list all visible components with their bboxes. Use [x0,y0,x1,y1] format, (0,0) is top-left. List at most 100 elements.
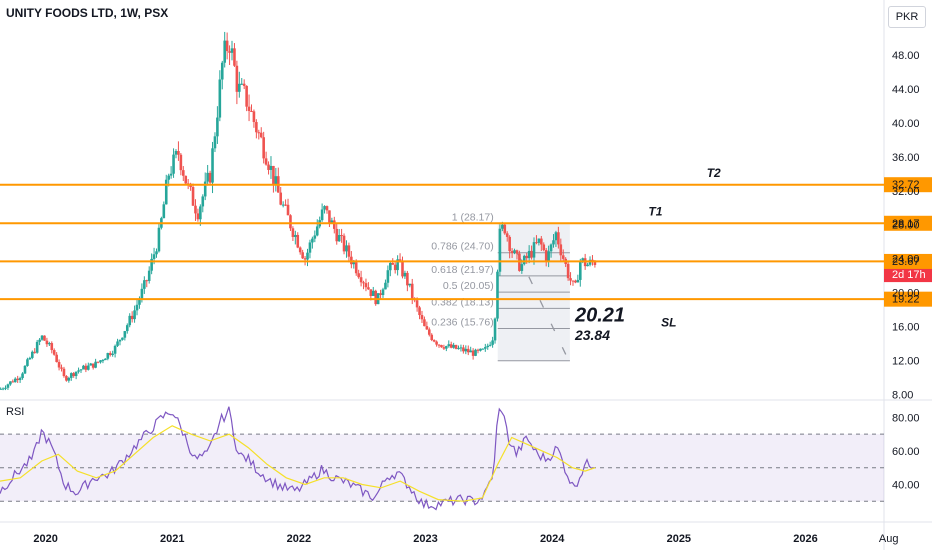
candle-body [337,235,341,242]
candle-body [496,271,499,319]
candle-body [547,251,550,262]
rsi-pane[interactable]: 40.00 60.00 80.00 [0,406,920,511]
candle-body [359,277,363,283]
candle-body [479,348,482,351]
candle-body [79,369,83,371]
candle-body [230,48,234,53]
candle-body [106,353,110,359]
candle-body [320,209,324,221]
level-badge-label: 28.17 [892,218,920,230]
currency-button[interactable]: PKR [888,6,926,28]
candle-body [333,220,336,229]
candle-body [357,273,360,278]
candle-body [130,315,134,320]
fib-level-label: 1 (28.17) [452,211,494,223]
level-badge[interactable] [884,215,932,231]
candle-body [213,136,217,149]
candle-body [145,280,149,282]
candle-body [55,354,58,363]
candle-body [74,371,78,377]
candle-body [169,173,173,176]
rsi-tick-label: 80.00 [892,412,920,424]
candle-body [525,255,529,259]
candle-body [96,361,100,363]
candle-body [484,347,487,349]
level-badge[interactable] [884,253,932,269]
candle-body [125,325,129,332]
candle-body [398,259,402,262]
rsi-title: RSI [6,406,25,418]
candle-body [311,238,314,243]
candle-body [430,334,434,341]
time-tick-label: 2020 [33,533,57,545]
candle-body [284,204,287,206]
time-tick-label: 2024 [540,533,565,545]
candle-body [535,242,538,244]
candle-body [532,242,536,258]
candle-body [345,245,348,252]
candle-body [50,343,54,351]
time-axis[interactable]: 2020 2021 2022 2023 2024 2025 2026 Aug [33,533,898,545]
candle-body [442,347,446,349]
candle-body [174,151,178,155]
candle-body [306,252,309,260]
candle-body [101,360,105,362]
candle-body [330,220,334,224]
candle-body [9,381,12,385]
candle-body [6,384,10,388]
rsi-tick-label: 40.00 [892,479,920,491]
fib-level-label: 0.236 (15.76) [431,317,493,329]
candle-body [259,132,263,138]
candle-body [1,388,5,390]
candle-body [403,272,407,277]
candle-body [576,279,580,283]
candle-body [476,349,480,351]
candle-body [401,261,404,277]
candle-body [415,300,419,308]
annotation-text: 20.21 [574,304,625,326]
candle-body [347,245,351,257]
candle-body [291,228,295,237]
price-tick-label: 36.00 [892,152,920,164]
candle-body [245,85,248,107]
rsi-line [0,406,595,511]
candle-body [369,289,373,296]
candle-body [410,283,414,299]
time-tick-label: Aug [879,533,899,545]
candle-body [296,234,300,248]
candle-body [281,204,285,206]
candle-body [554,232,558,241]
level-badge[interactable] [884,177,932,193]
candle-body [279,192,283,205]
candle-body [147,270,151,281]
candle-body [196,213,200,220]
candle-body [264,158,268,165]
candle-body [530,250,533,258]
candle-body [540,238,543,245]
candle-body [84,365,88,370]
price-axis[interactable]: 8.00 12.00 16.00 20.00 24.00 28.00 32.00 36.00 4… [892,50,920,401]
candle-body [274,176,278,185]
candle-body [233,48,236,66]
candle-body [40,335,44,340]
candle-body [459,347,463,349]
candle-body [108,353,112,355]
candle-body [177,151,180,155]
candle-body [272,165,275,185]
candle-body [23,365,27,374]
candle-body [11,381,15,383]
price-tick-label: 48.00 [892,50,920,62]
level-badge[interactable] [884,291,932,307]
candle-body [238,83,241,92]
candle-body [335,228,339,242]
candle-body [569,278,572,281]
candle-body [315,226,319,236]
candle-body [449,344,453,348]
time-tick-label: 2022 [287,533,311,545]
candle-body [67,377,71,381]
candle-body [82,365,85,370]
candle-body [328,210,331,224]
candle-body [172,154,175,174]
